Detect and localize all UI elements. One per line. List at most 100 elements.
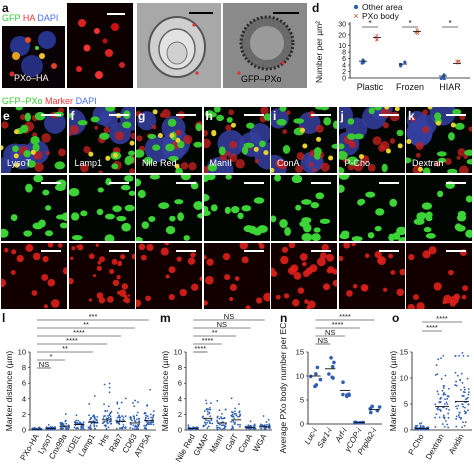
data-point	[60, 428, 62, 430]
data-point	[239, 425, 241, 428]
data-point	[138, 417, 141, 420]
data-point	[202, 415, 205, 418]
marker-spot	[281, 246, 289, 253]
data-point	[67, 427, 70, 429]
data-point	[446, 403, 449, 406]
data-point	[221, 428, 224, 431]
x-tick-label: Sar1-i	[315, 426, 334, 449]
sig-label: NS	[318, 336, 328, 345]
y-tick-label: 0	[404, 426, 408, 435]
data-point	[87, 426, 90, 429]
data-point	[314, 383, 319, 387]
data-point	[216, 424, 218, 427]
data-point	[458, 355, 460, 357]
data-point	[106, 417, 109, 420]
scale-bar	[243, 250, 264, 252]
pxo-body	[23, 230, 33, 237]
data-point	[105, 428, 108, 430]
sig-label: ****	[202, 336, 214, 345]
overlap-spot	[302, 143, 308, 149]
data-point	[64, 413, 67, 415]
scale-bar	[176, 250, 196, 252]
pxo-body	[311, 233, 321, 241]
data-point	[442, 414, 445, 417]
marker-spot	[415, 152, 421, 158]
data-point	[230, 420, 233, 423]
data-point	[208, 411, 211, 414]
data-point	[64, 419, 67, 422]
marker-spot	[280, 255, 289, 265]
y-tick-label: 2	[22, 410, 26, 419]
marker-spot	[222, 253, 230, 261]
y-tick-label: 8	[178, 363, 182, 372]
data-point	[207, 408, 210, 411]
data-point	[152, 423, 155, 426]
marker-spot	[239, 243, 248, 250]
micrograph-h-red	[203, 243, 270, 309]
pxo-body	[454, 122, 465, 130]
micrograph-drawing	[271, 175, 337, 241]
marker-spot	[271, 270, 278, 277]
marker-spot	[320, 162, 330, 172]
scale-bar	[378, 182, 399, 184]
y-tick-label: 6	[178, 379, 182, 388]
panel-g-letter: g	[138, 109, 146, 123]
marker-spot	[51, 299, 60, 308]
overlap-spot	[14, 129, 20, 135]
marker-spot	[175, 129, 182, 136]
data-point	[187, 424, 190, 427]
marker-spot	[188, 162, 197, 171]
overlap-spot	[157, 133, 163, 139]
nucleus	[98, 108, 118, 128]
pxo-body	[279, 219, 288, 228]
overlap-spot	[435, 120, 441, 126]
data-point	[327, 372, 331, 376]
marker-spot	[350, 243, 356, 247]
micrograph-k-red	[406, 243, 472, 309]
data-point	[124, 415, 127, 418]
data-point	[51, 428, 54, 431]
data-point	[144, 417, 147, 420]
marker-spot	[407, 303, 415, 309]
data-point	[104, 410, 107, 413]
micrograph-drawing	[203, 175, 270, 241]
marker-spot	[82, 146, 91, 154]
marker-micrograph-grid: e LysoT f Lamp1 g Nile Red h ManII i ConA j P-Cho k D…	[0, 107, 474, 310]
data-point	[462, 355, 465, 357]
pxo-body	[301, 199, 312, 205]
pxo-body	[364, 191, 375, 198]
marker-spot	[461, 294, 467, 300]
data-point	[135, 414, 138, 417]
pxo-body	[253, 197, 264, 204]
marker-spot	[32, 252, 41, 261]
marker-spot	[382, 122, 389, 129]
pxo-body	[353, 133, 364, 140]
y-tick-label: 10	[338, 43, 346, 50]
marker-spot	[299, 253, 308, 261]
data-point	[440, 357, 442, 360]
marker-spot	[377, 144, 386, 152]
overlap-spot	[210, 131, 216, 137]
data-point	[442, 394, 445, 396]
pxo-body	[351, 236, 363, 241]
marker-spot	[326, 253, 334, 262]
y-tick-label: 8	[22, 363, 26, 372]
data-point	[137, 423, 139, 426]
sig-label: ****	[332, 320, 344, 329]
pxo-body	[437, 190, 444, 198]
data-point	[234, 410, 236, 413]
pxo-body	[367, 232, 374, 239]
pxo-body	[230, 205, 240, 214]
pxo-body	[15, 107, 23, 111]
micrograph-k-green	[406, 175, 472, 241]
scale-bar	[108, 182, 129, 184]
data-point	[89, 424, 92, 427]
marker-spot	[428, 246, 437, 255]
data-point	[217, 426, 220, 429]
pxo-body	[226, 116, 233, 123]
marker-spot	[203, 138, 211, 149]
data-point	[444, 398, 446, 401]
data-point	[446, 397, 449, 400]
data-point	[461, 352, 464, 354]
pxo-body	[323, 117, 332, 126]
